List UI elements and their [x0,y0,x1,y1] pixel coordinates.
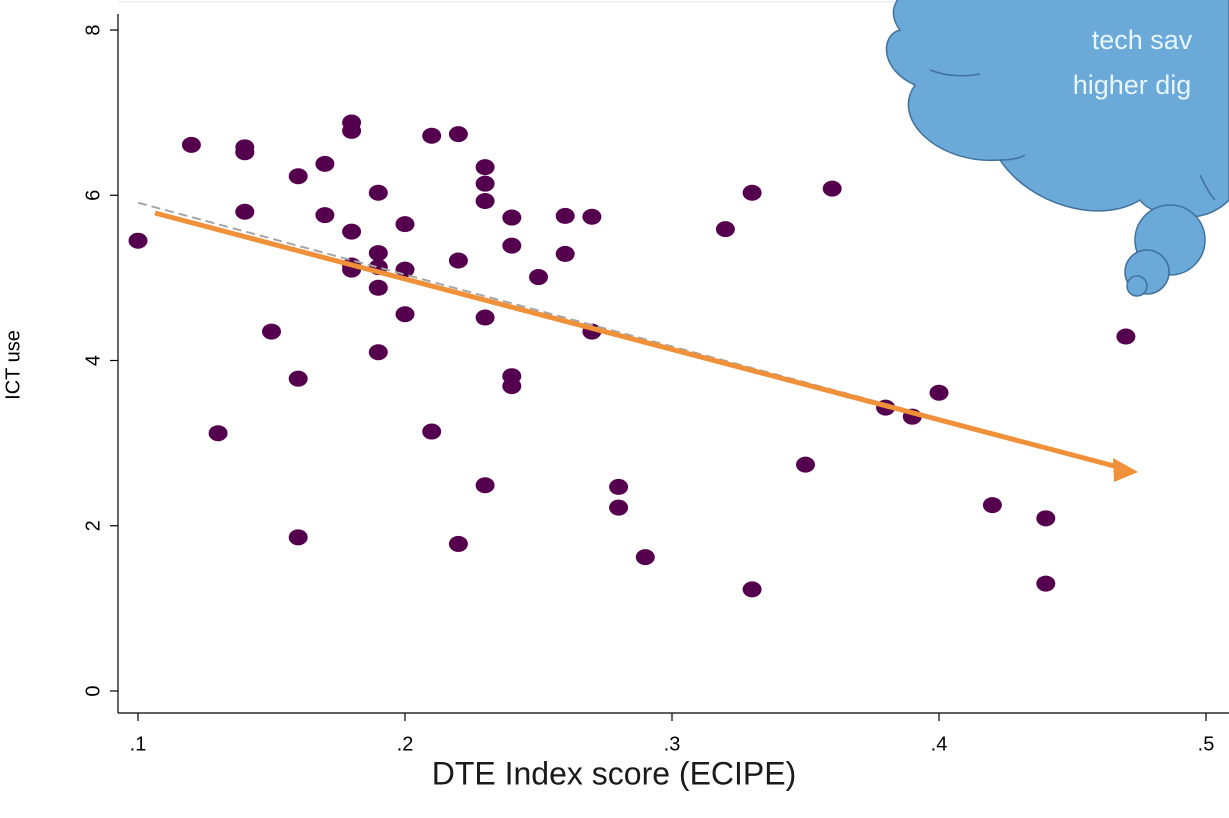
point [502,378,521,394]
x-tick-label: .2 [397,733,414,755]
point [262,324,281,340]
point [476,176,495,192]
point [422,128,441,144]
point [289,371,308,387]
point [235,204,254,220]
annotations: tech sav higher dig [155,0,1229,482]
point [1116,329,1135,345]
point [209,425,228,441]
cloud-text: tech sav [1092,25,1193,55]
point [716,221,735,237]
point [636,549,655,565]
point [502,238,521,254]
point [743,581,762,597]
point [369,344,388,360]
point [476,159,495,175]
point [743,185,762,201]
point [609,500,628,516]
point [556,246,575,262]
x-tick-label: .4 [931,733,948,755]
chart: DTE Index score (ECIPE) ICT use 0 2 4 6 8 .1.… [0,0,1229,818]
y-tick-label: 0 [82,685,104,696]
point [342,123,361,139]
point [396,216,415,232]
point [449,126,468,142]
arrow-shaft [155,213,1118,467]
point [556,208,575,224]
point [369,185,388,201]
point [342,224,361,240]
point [315,207,334,223]
point [983,497,1002,513]
x-tick-label: .3 [664,733,681,755]
y-tick-label: 6 [82,190,104,201]
cloud-bubble [1127,276,1147,296]
point [315,156,334,172]
y-axis-label: ICT use [2,330,24,400]
point [930,385,949,401]
cloud-text: higher dig [1073,70,1192,100]
x-tick-label: .1 [130,733,147,755]
x-axis-label: DTE Index score (ECIPE) [432,755,797,791]
point [369,280,388,296]
point [476,477,495,493]
y-tick-label: 2 [82,520,104,531]
point [582,209,601,225]
point [396,306,415,322]
point [449,253,468,269]
point [476,310,495,326]
y-tick-label: 4 [82,355,104,366]
point [289,168,308,184]
point [369,245,388,261]
point [823,181,842,197]
point [796,457,815,473]
point [529,269,548,285]
point [609,479,628,495]
point [235,144,254,160]
point [1036,576,1055,592]
arrow-head [1113,458,1138,482]
point [129,233,148,249]
point [289,529,308,545]
page: DTE Index score (ECIPE) ICT use 0 2 4 6 8 .1.… [0,0,1229,818]
point [449,536,468,552]
x-tick-label: .5 [1198,733,1215,755]
point [422,424,441,440]
point [476,193,495,209]
point [502,210,521,226]
point [1036,510,1055,526]
y-tick-label: 8 [82,24,104,35]
point [182,137,201,153]
